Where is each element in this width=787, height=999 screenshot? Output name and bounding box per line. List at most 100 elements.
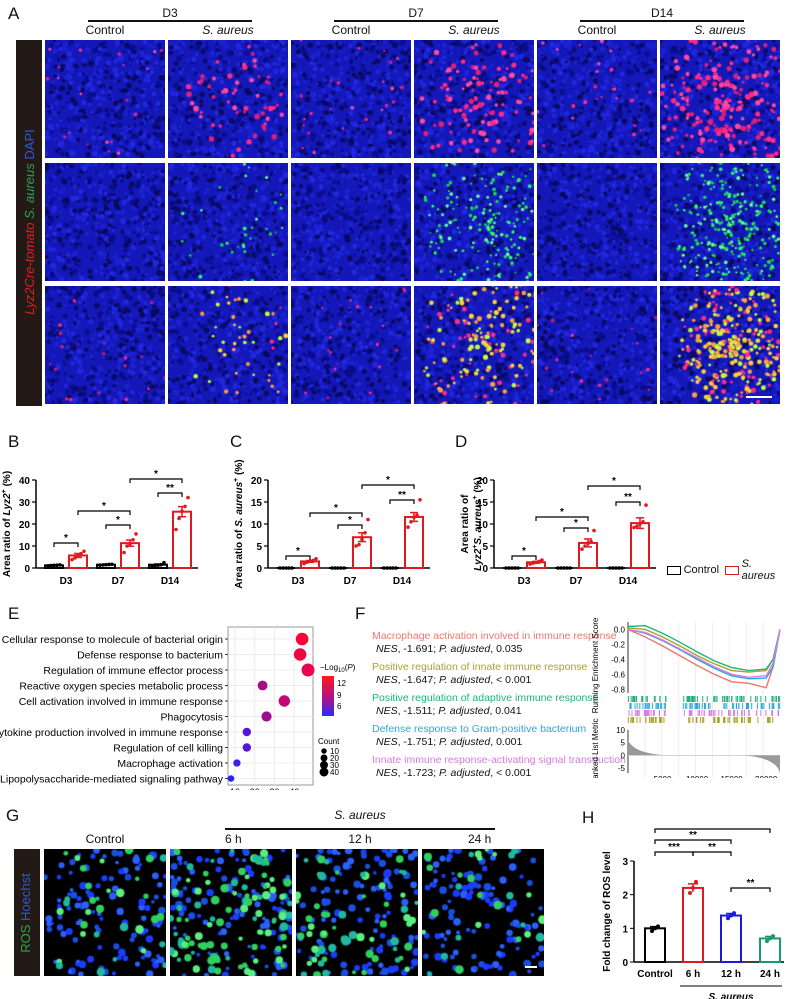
svg-text:D14: D14 [393,576,412,587]
svg-text:20: 20 [330,754,339,763]
micrograph-g-24h [422,849,544,976]
svg-text:Regulation of cell killing: Regulation of cell killing [113,743,223,755]
svg-text:20: 20 [250,787,260,790]
svg-text:3: 3 [622,857,628,868]
svg-text:**: ** [624,492,632,503]
gsea-entry: Defense response to Gram-positive bacter… [372,723,627,749]
divider [225,828,495,830]
svg-text:*: * [612,476,616,487]
svg-text:D7: D7 [344,576,357,587]
svg-text:*: * [348,515,352,526]
scale-bar [746,396,772,398]
panel-label-a: A [8,4,20,23]
condition-saureus: S. aureus [202,23,254,37]
svg-text:-5: -5 [618,764,626,773]
row-label-g: ROS Hoechst [18,853,36,973]
svg-text:**: ** [166,483,174,494]
svg-text:Cytokine production involved i: Cytokine production involved in immune r… [0,727,223,739]
gsea-entry: Macrophage activation involved in immune… [372,630,627,656]
micrograph-a-r1-c1 [45,40,165,158]
svg-text:−Log10(P): −Log10(P) [320,663,356,674]
svg-text:30: 30 [269,787,279,790]
svg-text:12 h: 12 h [721,969,741,980]
svg-text:5: 5 [256,542,262,553]
svg-text:Lyz2+S. aureus+ (%): Lyz2+S. aureus+ (%) [472,477,484,571]
bar-chart-h: 0 1 2 3 Fold change of ROS level Control 6 h 12… [602,825,784,999]
gsea-entry: Positive regulation of adaptive immune r… [372,692,627,718]
svg-text:10: 10 [230,787,240,790]
bar-chart-b: 0 10 20 30 40 Area ratio of Lyz2+ (%) D3 D7 D14 *… [1,469,198,587]
svg-text:Defense response to bacterium: Defense response to bacterium [77,650,223,662]
row-label-a: Lyz2Cre-tomato S. aureus DAPI [22,97,40,347]
row-label-bar [14,849,40,976]
gsea-entry: Positive regulation of innate immune res… [372,661,627,687]
svg-text:Cell activation involved in im: Cell activation involved in immune respo… [19,696,223,708]
svg-text:Cellular response to molecule: Cellular response to molecule of bacteri… [2,634,223,646]
svg-text:Reactive oxygen species metabo: Reactive oxygen species metabolic proces… [19,681,223,693]
gsea-term: Positive regulation of innate immune res… [372,661,588,673]
micrograph-g-12h [296,849,418,976]
svg-text:-0.8: -0.8 [611,685,625,694]
svg-text:-0.4: -0.4 [611,655,625,664]
svg-text:*: * [522,546,526,557]
label-ros: ROS [18,924,33,953]
svg-text:D14: D14 [161,576,180,587]
svg-text:20: 20 [251,476,263,487]
svg-text:**: ** [689,830,697,841]
micrograph-a-r3-c4 [414,286,534,404]
gsea-stats: NES, -1.751; P. adjusted, 0.001 [376,736,523,748]
svg-text:**: ** [747,878,755,889]
gsea-stats: NES, -1.723; P. adjusted, < 0.001 [376,767,532,779]
svg-text:Area ratio of S. aureus+ (%): Area ratio of S. aureus+ (%) [233,459,245,588]
svg-text:D3: D3 [518,576,531,587]
svg-text:*: * [711,825,715,830]
svg-text:9: 9 [337,691,342,700]
gsea-plot-f: 0.0 -0.2 -0.4 -0.6 -0.8 Running Enrichment Sc… [591,618,781,778]
panel-label-b: B [8,432,20,451]
legend-label-control: Control [683,564,720,576]
column-12h: 12 h [348,832,372,846]
svg-text:30: 30 [330,761,339,770]
micrograph-a-r3-c1 [45,286,165,404]
group-label-saureus: S. aureus [334,808,386,822]
micrograph-a-r1-c3 [291,40,411,158]
svg-text:5: 5 [482,542,488,553]
svg-text:0.0: 0.0 [614,625,626,634]
condition-control: Control [577,23,617,37]
gsea-stats: NES, -1.511; P. adjusted, 0.041 [376,705,522,717]
micrograph-a-r2-c3 [291,163,411,281]
svg-text:*: * [560,507,564,518]
svg-text:2: 2 [622,891,628,902]
legend-bcd: Control S. aureus [667,558,787,582]
svg-text:Running Enrichment Score: Running Enrichment Score [591,618,600,713]
timepoint-d14: D14 [650,6,673,20]
svg-text:10: 10 [330,747,339,756]
divider [334,20,498,22]
svg-text:**: ** [708,842,716,853]
svg-text:0: 0 [24,564,30,575]
svg-text:15: 15 [477,498,489,509]
timepoint-d3: D3 [162,6,178,20]
svg-text:20: 20 [19,520,31,531]
micrograph-a-r3-c3 [291,286,411,404]
svg-text:Lipopolysaccharide-mediated si: Lipopolysaccharide-mediated signaling pa… [0,774,224,786]
svg-text:10000: 10000 [686,775,709,778]
gsea-stats: NES, -1.691; P. adjusted, 0.035 [376,643,523,655]
micrograph-a-r2-c1 [45,163,165,281]
svg-text:-0.2: -0.2 [611,640,625,649]
svg-text:D3: D3 [60,576,73,587]
svg-text:Ranked List Metric: Ranked List Metric [591,718,600,778]
svg-text:0: 0 [482,564,488,575]
svg-text:20: 20 [477,476,489,487]
label-hoechst: Hoechst [18,873,33,921]
svg-text:6: 6 [337,702,342,711]
column-6h: 6 h [225,832,242,846]
svg-text:5000: 5000 [654,775,672,778]
svg-text:S. aureus: S. aureus [708,992,753,999]
svg-text:10: 10 [251,520,263,531]
svg-text:40: 40 [19,476,31,487]
row-label-bar [16,40,42,406]
column-control: Control [85,832,125,846]
svg-text:Count: Count [318,737,340,746]
panel-label-d: D [455,432,468,451]
